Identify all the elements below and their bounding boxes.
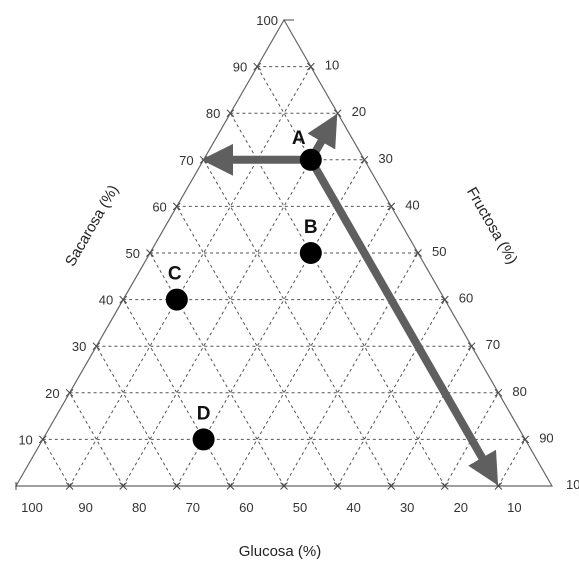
grid-line-glucosa xyxy=(95,345,178,487)
tick-label-glucosa: 60 xyxy=(239,500,253,515)
tick-mark-glucosa xyxy=(280,482,288,490)
tick-label-sacarosa: 90 xyxy=(233,60,247,75)
axis-title-glucosa: Glucosa (%) xyxy=(239,543,322,560)
tick-mark-fructosa xyxy=(306,62,315,71)
point-label-b: B xyxy=(304,217,318,238)
tick-mark-sacarosa xyxy=(253,62,262,71)
grid-line-glucosa xyxy=(42,439,71,487)
grid-line-fructosa xyxy=(69,66,312,487)
tick-label-fructosa: 50 xyxy=(432,244,446,259)
tick-label-sacarosa: 30 xyxy=(72,339,86,354)
tick-label-sacarosa: 50 xyxy=(126,246,140,261)
grid-line-fructosa xyxy=(283,252,419,487)
tick-mark-fructosa xyxy=(387,202,396,211)
point-label-c: C xyxy=(168,264,182,285)
tick-mark-sacarosa xyxy=(92,342,101,351)
tick-mark-sacarosa xyxy=(119,295,128,304)
tick-label-sacarosa: 60 xyxy=(152,199,166,214)
grid-line-fructosa xyxy=(390,345,473,487)
grid-line-glucosa xyxy=(149,252,285,487)
tick-label-glucosa: 10 xyxy=(507,500,521,515)
point-c xyxy=(165,288,188,311)
grid-line-fructosa xyxy=(497,439,526,487)
tick-mark-fructosa xyxy=(521,435,530,444)
tick-label-fructosa: 60 xyxy=(459,291,473,306)
tick-mark-glucosa xyxy=(65,482,74,490)
tick-marks xyxy=(15,19,530,490)
tick-mark-fructosa xyxy=(467,342,476,351)
point-a xyxy=(299,148,322,171)
point-label-a: A xyxy=(292,128,306,149)
tick-mark-glucosa xyxy=(387,482,396,490)
tick-label-fructosa: 20 xyxy=(352,104,366,119)
point-b xyxy=(299,242,322,264)
tick-mark-fructosa xyxy=(414,249,422,257)
tick-label-glucosa: 40 xyxy=(346,500,360,515)
tick-mark-fructosa xyxy=(360,155,369,164)
data-points xyxy=(165,148,322,451)
tick-mark-sacarosa xyxy=(146,249,154,257)
tick-label-fructosa: 80 xyxy=(512,384,526,399)
axis-title-sacarosa: Sacarosa (%) xyxy=(62,182,122,269)
tick-label-sacarosa: 100 xyxy=(256,13,278,28)
tick-mark-glucosa xyxy=(440,482,449,490)
tick-mark-sacarosa xyxy=(226,109,235,118)
tick-label-glucosa: 80 xyxy=(132,500,146,515)
tick-label-fructosa: 70 xyxy=(486,337,500,352)
tick-mark-sacarosa xyxy=(65,388,74,397)
tick-mark-glucosa xyxy=(226,482,235,490)
arrow-to-glucosa xyxy=(307,157,499,486)
point-d xyxy=(192,428,215,451)
tick-label-sacarosa: 20 xyxy=(45,386,59,401)
tick-label-fructosa: 40 xyxy=(405,197,419,212)
axis-title-fructosa: Fructosa (%) xyxy=(463,184,521,267)
tick-mark-fructosa xyxy=(440,295,449,304)
tick-label-fructosa: 30 xyxy=(378,151,392,166)
tick-mark-fructosa xyxy=(494,388,503,397)
tick-label-fructosa: 100 xyxy=(566,477,579,492)
tick-mark-glucosa xyxy=(119,482,128,490)
tick-label-glucosa: 20 xyxy=(454,500,468,515)
tick-mark-glucosa xyxy=(333,482,342,490)
tick-label-glucosa: 70 xyxy=(186,500,200,515)
tick-label-glucosa: 30 xyxy=(400,500,414,515)
tick-label-glucosa: 90 xyxy=(78,500,92,515)
tick-label-glucosa: 50 xyxy=(293,500,307,515)
tick-label-sacarosa: 80 xyxy=(206,106,220,121)
point-label-d: D xyxy=(197,403,211,424)
tick-label-fructosa: 10 xyxy=(325,58,339,73)
grid-line-glucosa xyxy=(203,159,392,487)
tick-mark-sacarosa xyxy=(38,435,47,444)
tick-mark-sacarosa xyxy=(172,202,181,211)
tick-mark-glucosa xyxy=(494,482,503,490)
tick-label-sacarosa: 40 xyxy=(99,293,113,308)
tick-label-fructosa: 90 xyxy=(539,430,553,445)
tick-label-sacarosa: 10 xyxy=(18,432,32,447)
grid-lines xyxy=(42,66,526,487)
tick-label-sacarosa: 70 xyxy=(179,153,193,168)
tick-label-glucosa: 100 xyxy=(21,500,43,515)
tick-mark-glucosa xyxy=(172,482,181,490)
tick-labels: 10 20 30 40 50 60 70 80 90 100 10 20 30 40 50 60 70 80 90 1… xyxy=(18,13,579,515)
